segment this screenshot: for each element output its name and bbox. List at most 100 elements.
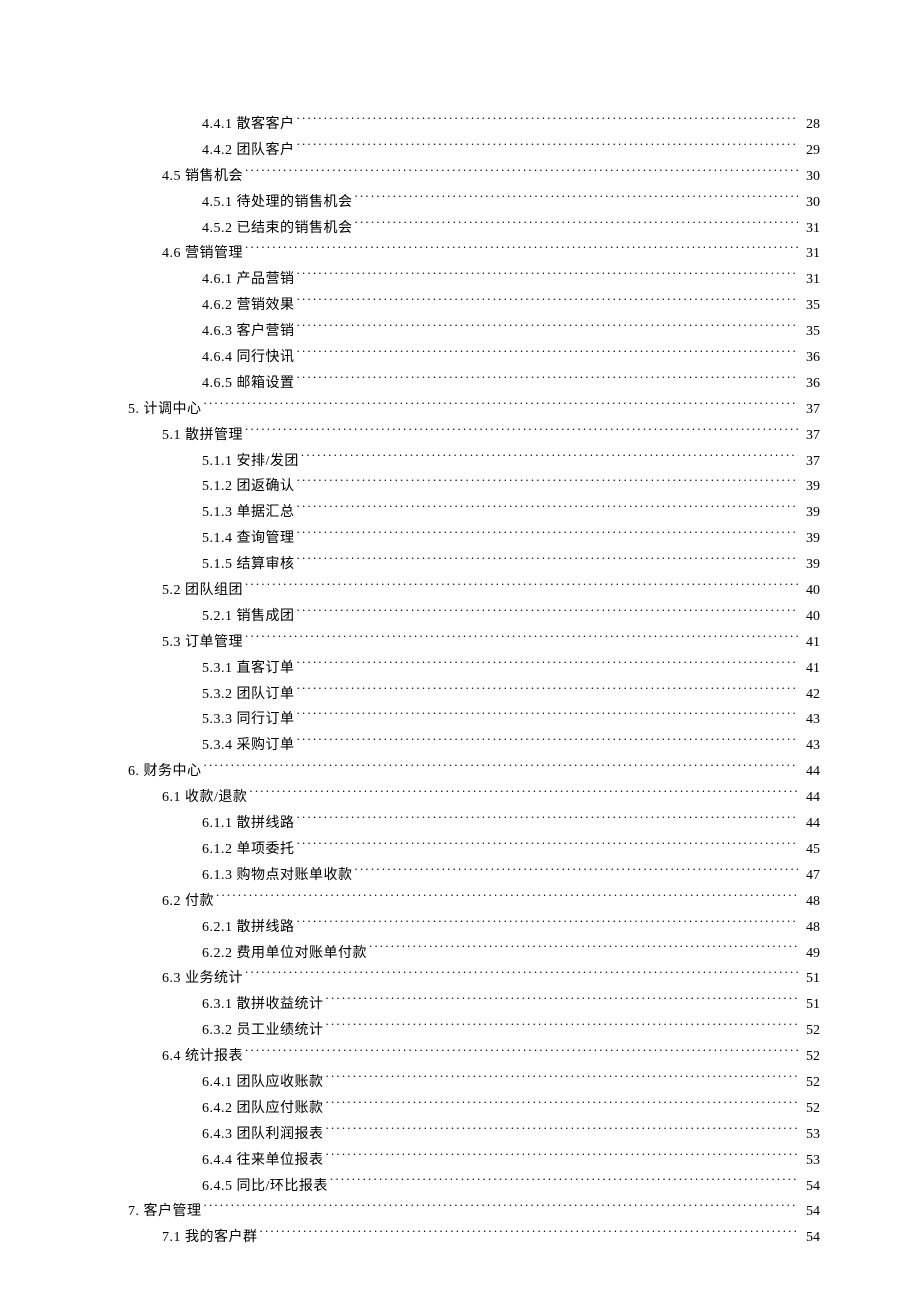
toc-label: 5.1.5 结算审核 — [202, 552, 295, 578]
toc-label: 6.4.3 团队利润报表 — [202, 1122, 324, 1148]
toc-entry[interactable]: 6.2 付款48 — [100, 889, 820, 915]
toc-entry[interactable]: 6.3 业务统计51 — [100, 966, 820, 992]
toc-page-number: 39 — [800, 500, 820, 526]
toc-entry[interactable]: 6.2.1 散拼线路48 — [100, 915, 820, 941]
toc-entry[interactable]: 4.6.4 同行快讯36 — [100, 345, 820, 371]
toc-entry[interactable]: 5.1.5 结算审核39 — [100, 552, 820, 578]
toc-leader — [216, 891, 798, 905]
toc-page-number: 52 — [800, 1070, 820, 1096]
toc-entry[interactable]: 6.4.4 往来单位报表53 — [100, 1148, 820, 1174]
toc-entry[interactable]: 6.1 收款/退款44 — [100, 785, 820, 811]
toc-page-number: 54 — [800, 1199, 820, 1225]
toc-entry[interactable]: 7.1 我的客户群54 — [100, 1225, 820, 1251]
toc-label: 6.4.4 往来单位报表 — [202, 1148, 324, 1174]
toc-label: 5.1.1 安排/发团 — [202, 449, 299, 475]
toc-label: 5.1.3 单据汇总 — [202, 500, 295, 526]
toc-entry[interactable]: 6.3.1 散拼收益统计51 — [100, 992, 820, 1018]
toc-entry[interactable]: 4.6 营销管理31 — [100, 241, 820, 267]
toc-page-number: 41 — [800, 630, 820, 656]
toc-leader — [355, 865, 799, 879]
toc-entry[interactable]: 6.1.2 单项委托 45 — [100, 837, 820, 863]
toc-entry[interactable]: 4.6.1 产品营销31 — [100, 267, 820, 293]
toc-leader — [326, 1098, 799, 1112]
toc-entry[interactable]: 4.5.2 已结束的销售机会31 — [100, 216, 820, 242]
toc-page-number: 29 — [800, 138, 820, 164]
toc-label: 5.3.1 直客订单 — [202, 656, 295, 682]
toc-label: 7. 客户管理 — [128, 1199, 202, 1225]
toc-leader — [297, 269, 799, 283]
toc-entry[interactable]: 4.6.5 邮箱设置36 — [100, 371, 820, 397]
toc-leader — [260, 1227, 799, 1241]
toc-entry[interactable]: 4.5 销售机会 30 — [100, 164, 820, 190]
toc-entry[interactable]: 5. 计调中心37 — [100, 397, 820, 423]
toc-label: 5.2 团队组团 — [162, 578, 243, 604]
toc-label: 6.4.5 同比/环比报表 — [202, 1174, 328, 1200]
toc-entry[interactable]: 6.4.1 团队应收账款 52 — [100, 1070, 820, 1096]
toc-entry[interactable]: 5.3.3 同行订单43 — [100, 707, 820, 733]
toc-page-number: 39 — [800, 474, 820, 500]
toc-entry[interactable]: 5.1.3 单据汇总 39 — [100, 500, 820, 526]
toc-page-number: 31 — [800, 267, 820, 293]
toc-entry[interactable]: 5.3.1 直客订单41 — [100, 656, 820, 682]
toc-entry[interactable]: 4.5.1 待处理的销售机会30 — [100, 190, 820, 216]
toc-label: 4.5 销售机会 — [162, 164, 243, 190]
toc-entry[interactable]: 4.6.3 客户营销35 — [100, 319, 820, 345]
toc-label: 5.1 散拼管理 — [162, 423, 243, 449]
toc-page-number: 43 — [800, 707, 820, 733]
toc-entry[interactable]: 6.1.1 散拼线路44 — [100, 811, 820, 837]
toc-entry[interactable]: 5.3.2 团队订单42 — [100, 682, 820, 708]
toc-page-number: 54 — [800, 1174, 820, 1200]
toc-page-number: 48 — [800, 889, 820, 915]
toc-entry[interactable]: 6.4.2 团队应付账款52 — [100, 1096, 820, 1122]
toc-label: 6.4.1 团队应收账款 — [202, 1070, 324, 1096]
toc-page-number: 35 — [800, 293, 820, 319]
toc-entry[interactable]: 5.1.2 团返确认39 — [100, 474, 820, 500]
toc-leader — [245, 425, 798, 439]
toc-label: 6.1.2 单项委托 — [202, 837, 295, 863]
toc-leader — [369, 943, 798, 957]
toc-label: 6.1.3 购物点对账单收款 — [202, 863, 353, 889]
toc-entry[interactable]: 5.3.4 采购订单43 — [100, 733, 820, 759]
toc-leader — [245, 632, 798, 646]
toc-entry[interactable]: 6.4.3 团队利润报表53 — [100, 1122, 820, 1148]
toc-label: 6.3.1 散拼收益统计 — [202, 992, 324, 1018]
toc-page-number: 36 — [800, 371, 820, 397]
toc-leader — [204, 1201, 799, 1215]
toc-leader — [297, 709, 799, 723]
toc-leader — [204, 761, 799, 775]
toc-entry[interactable]: 7. 客户管理 54 — [100, 1199, 820, 1225]
toc-page-number: 39 — [800, 526, 820, 552]
toc-entry[interactable]: 4.6.2 营销效果35 — [100, 293, 820, 319]
toc-label: 6.2.1 散拼线路 — [202, 915, 295, 941]
toc-entry[interactable]: 5.2 团队组团40 — [100, 578, 820, 604]
toc-entry[interactable]: 6.4 统计报表52 — [100, 1044, 820, 1070]
toc-label: 5.1.4 查询管理 — [202, 526, 295, 552]
toc-leader — [330, 1176, 798, 1190]
toc-leader — [326, 1020, 799, 1034]
toc-entry[interactable]: 4.4.1 散客客户28 — [100, 112, 820, 138]
toc-page-number: 30 — [800, 164, 820, 190]
toc-entry[interactable]: 5.1.1 安排/发团37 — [100, 449, 820, 475]
toc-entry[interactable]: 6. 财务中心44 — [100, 759, 820, 785]
toc-page-number: 44 — [800, 811, 820, 837]
toc-leader — [297, 528, 799, 542]
toc-entry[interactable]: 5.1.4 查询管理 39 — [100, 526, 820, 552]
toc-page-number: 43 — [800, 733, 820, 759]
toc-leader — [297, 321, 799, 335]
toc-entry[interactable]: 6.4.5 同比/环比报表 54 — [100, 1174, 820, 1200]
toc-entry[interactable]: 5.1 散拼管理37 — [100, 423, 820, 449]
toc-label: 6.3 业务统计 — [162, 966, 243, 992]
toc-leader — [297, 476, 799, 490]
toc-entry[interactable]: 4.4.2 团队客户29 — [100, 138, 820, 164]
toc-label: 4.6.3 客户营销 — [202, 319, 295, 345]
toc-page-number: 47 — [800, 863, 820, 889]
toc-entry[interactable]: 5.3 订单管理41 — [100, 630, 820, 656]
toc-label: 4.4.1 散客客户 — [202, 112, 295, 138]
toc-entry[interactable]: 6.2.2 费用单位对账单付款49 — [100, 941, 820, 967]
toc-entry[interactable]: 5.2.1 销售成团40 — [100, 604, 820, 630]
toc-entry[interactable]: 6.1.3 购物点对账单收款 47 — [100, 863, 820, 889]
toc-leader — [297, 839, 799, 853]
toc-page-number: 45 — [800, 837, 820, 863]
toc-entry[interactable]: 6.3.2 员工业绩统计52 — [100, 1018, 820, 1044]
toc-leader — [297, 735, 799, 749]
